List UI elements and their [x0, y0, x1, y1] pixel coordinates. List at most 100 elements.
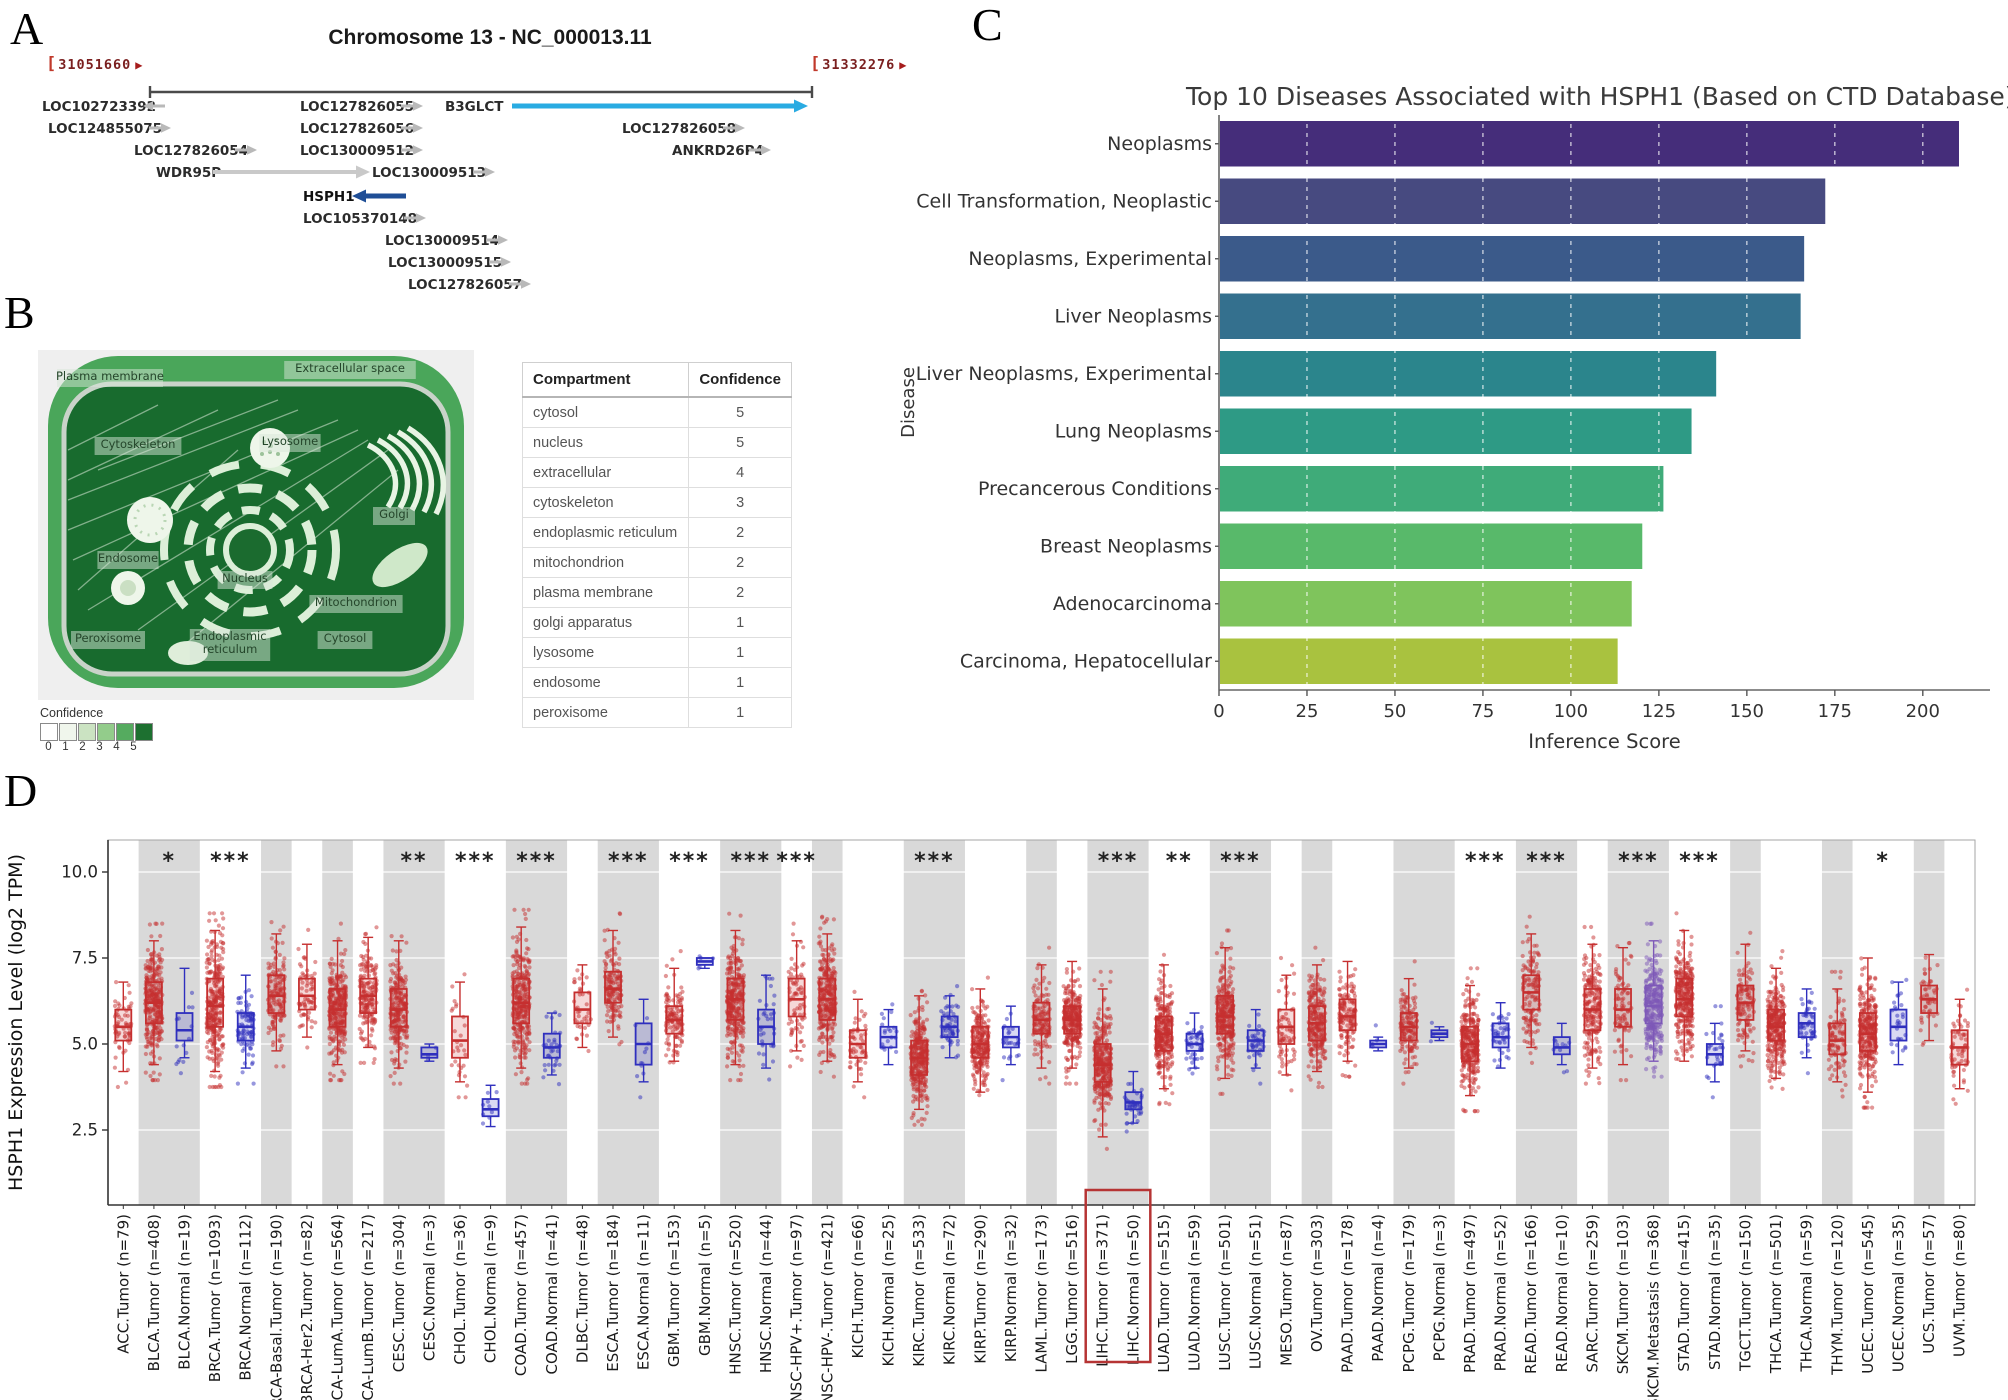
- data-point: [1108, 1086, 1113, 1092]
- data-point: [301, 1012, 306, 1017]
- data-point: [217, 1037, 222, 1042]
- data-point: [527, 959, 532, 964]
- confidence-level-label: 1: [62, 741, 69, 753]
- data-point: [679, 1040, 685, 1045]
- data-point: [296, 946, 301, 952]
- data-point: [972, 1010, 977, 1015]
- data-point: [914, 1079, 919, 1084]
- data-point: [113, 1055, 118, 1060]
- data-point: [772, 993, 777, 998]
- data-point: [210, 1008, 215, 1013]
- data-point: [799, 1025, 805, 1030]
- data-point: [1077, 1053, 1082, 1059]
- data-point: [207, 918, 212, 923]
- compartment-cell: endosome: [521, 667, 690, 698]
- bar-category-label: Carcinoma, Hepatocellular: [960, 650, 1212, 672]
- x-category-label: KICH.Normal (n=25): [880, 1214, 898, 1366]
- data-point: [112, 1065, 117, 1070]
- data-point: [925, 1104, 930, 1109]
- data-point: [920, 1007, 925, 1013]
- data-point: [157, 952, 162, 957]
- x-tick-label: 175: [1818, 701, 1852, 722]
- box: [114, 1008, 133, 1042]
- boxplot-column-BLCA-Normal: [174, 967, 195, 1076]
- table-header-compartment: Compartment: [521, 362, 690, 398]
- data-point: [238, 1000, 243, 1005]
- data-point: [1064, 1034, 1069, 1040]
- confidence-cell: 1: [688, 697, 792, 728]
- bar-liver-neoplasms: [1220, 293, 1801, 339]
- data-point: [788, 1064, 793, 1069]
- data-point: [146, 965, 151, 970]
- data-point: [123, 1030, 128, 1035]
- data-point: [1072, 1054, 1077, 1059]
- data-point: [208, 969, 213, 974]
- data-point: [204, 938, 209, 943]
- data-point: [664, 991, 669, 996]
- data-point: [617, 1013, 622, 1018]
- x-category-label: BRCA-Her2.Tumor (n=82): [298, 1214, 316, 1400]
- x-tick-label: 200: [1906, 701, 1940, 722]
- data-point: [369, 1033, 374, 1038]
- data-point: [145, 947, 150, 953]
- data-point: [389, 1050, 394, 1055]
- bar-category-label: Cell Transformation, Neoplastic: [916, 190, 1212, 212]
- data-point: [1042, 975, 1047, 980]
- compartment-cell: cytosol: [521, 396, 690, 428]
- gene-label: HSPH1: [303, 189, 355, 205]
- data-point: [204, 1029, 210, 1035]
- x-category-label: CHOL.Tumor (n=36): [451, 1214, 469, 1365]
- data-point: [858, 1058, 863, 1063]
- data-point: [889, 1009, 894, 1015]
- data-point: [798, 1039, 803, 1044]
- bar-breast-neoplasms: [1220, 523, 1643, 569]
- data-point: [822, 958, 828, 963]
- data-point: [216, 958, 221, 963]
- data-point: [278, 1033, 283, 1038]
- data-point: [1067, 991, 1072, 997]
- endoplasmic-reticulum-shape: [160, 460, 340, 640]
- x-category-label: LAML.Tumor (n=173): [1033, 1214, 1051, 1373]
- data-point: [832, 969, 837, 974]
- data-point: [127, 1040, 132, 1046]
- data-point: [362, 1014, 367, 1019]
- table-row: nucleus 5: [521, 427, 792, 458]
- data-point: [975, 1064, 980, 1069]
- bar-category-label: Breast Neoplasms: [1040, 535, 1212, 557]
- data-point: [309, 1025, 314, 1030]
- data-point: [220, 911, 225, 916]
- data-point: [584, 1033, 590, 1038]
- marker-arrow-icon: ▶: [899, 58, 907, 72]
- data-point: [608, 1019, 613, 1024]
- x-tick-label: 75: [1471, 701, 1494, 722]
- compartment-cell: plasma membrane: [521, 577, 690, 608]
- data-point: [277, 952, 282, 957]
- data-point: [970, 1005, 975, 1011]
- boxplot-column-BRCA-Her2-Tumor: [296, 927, 318, 1050]
- data-point: [216, 923, 221, 928]
- gene-label: LOC130009514: [385, 233, 499, 249]
- data-point: [1033, 993, 1038, 998]
- data-point: [251, 1081, 256, 1086]
- data-point: [277, 1038, 282, 1044]
- data-point: [189, 990, 195, 995]
- data-point: [404, 1035, 410, 1040]
- data-point: [617, 1042, 622, 1047]
- table-row: golgi apparatus 1: [521, 607, 792, 638]
- data-point: [925, 1097, 930, 1102]
- x-category-label: ESCA.Tumor (n=184): [604, 1214, 622, 1372]
- data-point: [210, 1050, 215, 1055]
- data-point: [859, 1009, 864, 1014]
- data-point: [403, 1059, 408, 1064]
- data-point: [214, 1015, 219, 1020]
- gene-WDR95P: WDR95P: [156, 165, 370, 181]
- gene-arrow-head: [413, 101, 423, 111]
- box: [787, 977, 806, 1018]
- data-point: [209, 948, 214, 953]
- lysosome-label-box: [259, 434, 321, 452]
- data-point: [921, 1076, 926, 1081]
- gene-arrow-head: [761, 145, 771, 155]
- data-point: [204, 960, 209, 965]
- data-point: [127, 990, 132, 995]
- cytosol-label-box: [317, 631, 373, 649]
